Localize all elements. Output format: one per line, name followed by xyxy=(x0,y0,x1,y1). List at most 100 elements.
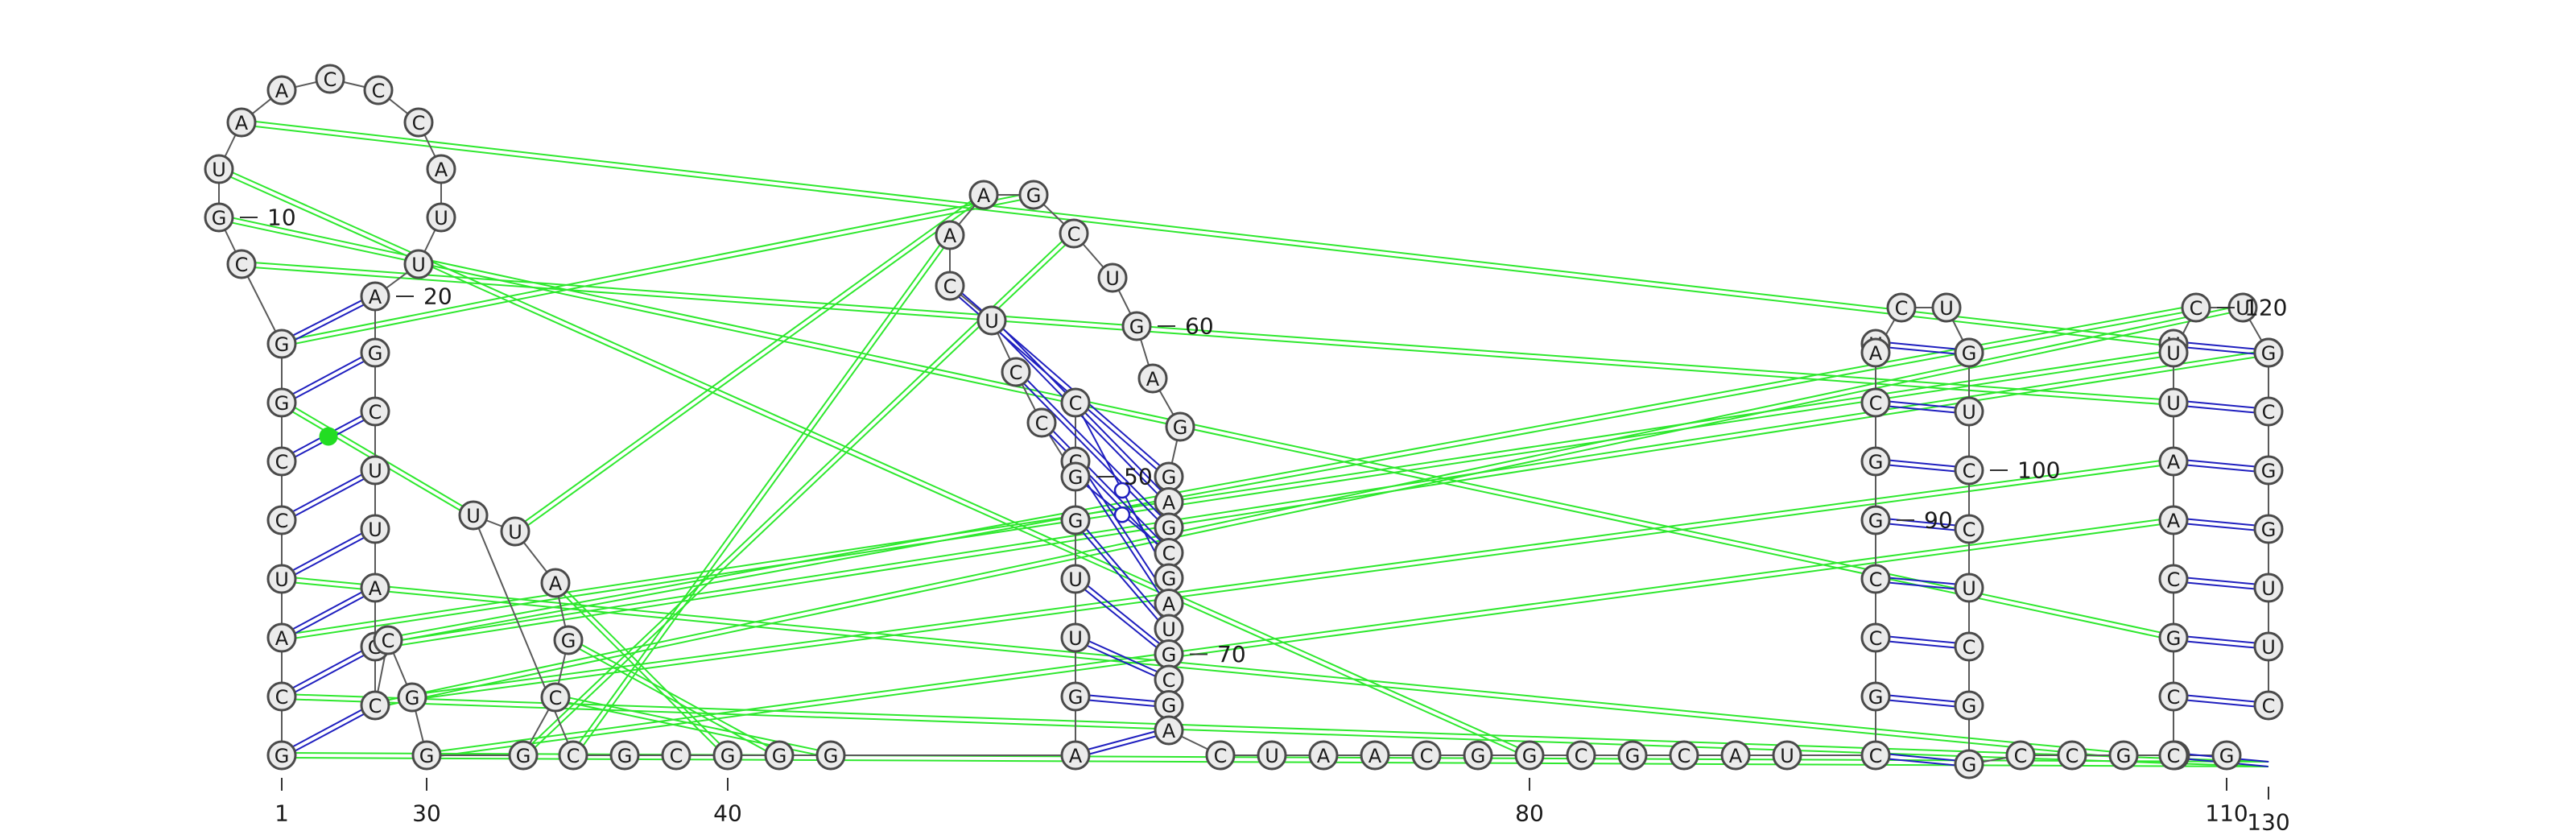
nucleotide-circle xyxy=(2108,740,2139,771)
nucleotide: C xyxy=(1860,564,1891,594)
tertiary-interaction-line xyxy=(281,349,2174,637)
nucleotide-letter: U xyxy=(411,254,426,276)
nucleotide-letter: C xyxy=(2167,745,2181,767)
nucleotide: C xyxy=(266,505,297,535)
noncanonical-pair-marker xyxy=(319,427,338,446)
canonical-pair-line xyxy=(2174,635,2269,646)
nucleotide: G xyxy=(204,202,234,233)
nucleotide-letter: G xyxy=(2261,460,2277,482)
nucleotide-letter: C xyxy=(1067,223,1081,246)
nucleotide-letter: U xyxy=(275,568,289,591)
tertiary-interaction-line xyxy=(574,236,953,758)
canonical-pair-line xyxy=(1017,370,1171,527)
nucleotide: G xyxy=(2253,337,2284,368)
nucleotide-letter: G xyxy=(275,392,290,415)
nucleotide: A xyxy=(266,622,297,653)
nucleotide: C xyxy=(1566,740,1596,771)
nucleotide: U xyxy=(1154,614,1184,644)
nucleotide-letter: A xyxy=(275,627,289,650)
nucleotide: C xyxy=(2057,740,2087,771)
nucleotide-circle xyxy=(661,740,691,771)
nucleotide: U xyxy=(1772,740,1802,771)
nucleotide-letter: C xyxy=(1678,745,1691,767)
nucleotide: C xyxy=(558,740,588,771)
nucleotide: C xyxy=(1026,407,1057,438)
nucleotide-circle xyxy=(553,625,584,655)
nucleotide-letter: G xyxy=(1522,745,1538,767)
nucleotide-circle xyxy=(2158,564,2189,594)
nucleotide-circle xyxy=(2211,740,2242,771)
tertiary-interaction-line xyxy=(426,517,2174,754)
canonical-pair-line xyxy=(1875,462,1969,473)
nucleotide: G xyxy=(1954,749,1984,779)
nucleotide-letter: C xyxy=(1009,362,1023,384)
tertiary-interaction-line xyxy=(513,192,983,531)
canonical-pair-line xyxy=(1075,731,1170,759)
canonical-pair-line xyxy=(282,530,377,582)
tertiary-interaction-line xyxy=(219,166,1531,754)
canonical-pair-line xyxy=(280,526,375,578)
nucleotide-circle xyxy=(540,568,571,598)
nucleotide-circle xyxy=(2005,740,2036,771)
nucleotide-circle xyxy=(2253,337,2284,368)
nucleotide: A xyxy=(1154,487,1184,517)
nucleotide: U xyxy=(500,516,530,547)
nucleotide-letter: G xyxy=(1162,695,1177,717)
nucleotide-letter: C xyxy=(1963,460,1976,482)
nucleotide: G xyxy=(1514,740,1545,771)
tertiary-interaction-line xyxy=(516,196,986,535)
tertiary-interaction-line xyxy=(375,308,2244,709)
nucleotide-letter: A xyxy=(369,577,382,600)
canonical-pair-line xyxy=(282,353,377,406)
canonical-pair-line xyxy=(1876,752,1970,763)
canonical-pair-line xyxy=(2173,580,2268,591)
nucleotide: G xyxy=(1860,681,1891,712)
nucleotide-letter: C xyxy=(2167,686,2181,709)
nucleotide-circle xyxy=(266,740,297,771)
nucleotide: C xyxy=(360,690,390,721)
nucleotide-letter: A xyxy=(977,184,991,207)
nucleotide-letter: C xyxy=(1214,745,1228,767)
nucleotide: A xyxy=(226,107,257,138)
nucleotide: G xyxy=(2253,455,2284,486)
nucleotide: C xyxy=(1059,218,1089,249)
nucleotide: C xyxy=(1954,631,1984,662)
nucleotide-letter: U xyxy=(434,207,448,229)
nucleotide-circle xyxy=(1205,740,1236,771)
nucleotide: G xyxy=(1154,512,1184,543)
nucleotide-letter: U xyxy=(1068,627,1083,650)
gu-pair-marker xyxy=(1113,506,1131,523)
nucleotide-letter: A xyxy=(2167,510,2181,532)
nucleotide: U xyxy=(2158,387,2189,418)
nucleotide-letter: G xyxy=(772,745,787,767)
nucleotide-circle xyxy=(500,516,530,547)
nucleotide-circle xyxy=(1931,292,1962,323)
nucleotide-circle xyxy=(360,396,390,427)
nucleotide-circle xyxy=(360,514,390,544)
nucleotide-circle xyxy=(1954,337,1984,368)
nucleotide-letter: G xyxy=(1068,510,1084,532)
nucleotide-letter: C xyxy=(1162,669,1176,692)
nucleotide-letter: G xyxy=(1868,686,1884,709)
nucleotide-circle xyxy=(1954,690,1984,721)
nucleotide: U xyxy=(204,154,234,184)
tertiary-interaction-line xyxy=(282,196,1034,347)
nucleotide-letter: C xyxy=(1869,627,1883,650)
nucleotide-letter: C xyxy=(549,687,563,709)
nucleotide: A xyxy=(1154,589,1184,618)
nucleotide-letter: G xyxy=(1068,466,1084,489)
nucleotide: G xyxy=(1018,180,1049,210)
nucleotide-letter: A xyxy=(2167,451,2181,473)
nucleotide: G xyxy=(1060,681,1091,712)
nucleotide-circle xyxy=(403,249,434,279)
tertiary-interaction-line xyxy=(374,304,2243,705)
nucleotide-circle xyxy=(1860,387,1891,418)
canonical-pair-line xyxy=(2174,517,2269,528)
tertiary-interaction-line xyxy=(282,576,2124,754)
nucleotide-letter: U xyxy=(2261,636,2276,659)
nucleotide-circle xyxy=(266,329,297,359)
canonical-pair-line xyxy=(1875,345,1969,356)
nucleotide-circle xyxy=(204,202,234,233)
nucleotide-circle xyxy=(1257,740,1287,771)
